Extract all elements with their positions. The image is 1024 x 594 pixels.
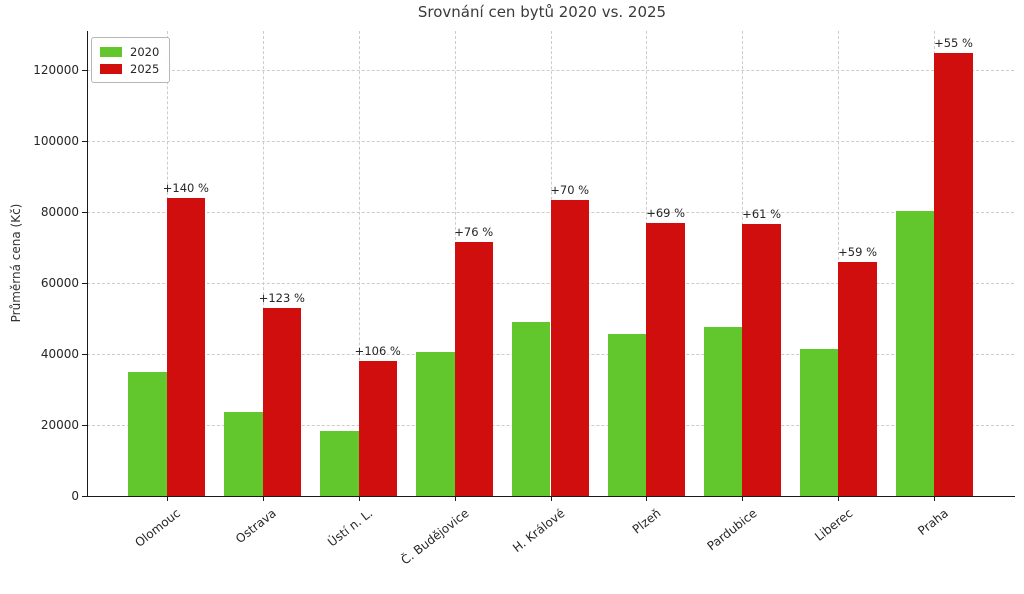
v-gridline [262,31,264,496]
bar-2025-8 [838,262,877,496]
bar-2020-1 [128,371,167,496]
y-tick-label: 60000 [40,276,79,291]
bar-2025-6 [646,223,685,496]
x-tick-label-1: Olomouc [132,506,184,550]
bar-2020-9 [895,210,935,496]
y-tick-label: 120000 [33,63,79,78]
y-tick-label: 0 [71,489,79,503]
annotation-pct-8: +59 % [838,245,878,260]
bar-2020-7 [704,327,743,496]
bar-2020-2 [224,411,263,496]
y-tick-label: 80000 [40,205,79,220]
x-tick-mark [358,497,360,501]
legend-swatch-2020 [100,46,122,57]
bar-2025-9 [934,53,973,496]
legend-label-2025: 2025 [130,61,160,76]
legend-swatch-2025 [100,63,122,74]
x-tick-mark [550,497,552,501]
x-tick-mark [262,497,264,501]
x-tick-label-9: Praha [915,506,951,539]
v-gridline [358,31,360,496]
bar-2020-3 [320,430,359,496]
x-tick-label-2: Ostrava [233,506,280,547]
bar-2025-2 [262,308,301,496]
x-tick-mark [934,497,936,501]
bar-2025-1 [166,197,206,496]
y-axis-label: Průměrná cena (Kč) [9,203,23,323]
y-tick-label: 100000 [33,134,79,149]
y-tick-mark [82,496,87,497]
x-tick-label-3: Ústí n. L. [325,506,376,550]
bar-2025-4 [454,241,493,496]
annotation-pct-1: +140 % [162,180,209,195]
legend-item-2020: 2020 [100,43,159,60]
x-tick-mark [646,497,648,501]
annotation-pct-2: +123 % [258,291,305,306]
annotation-pct-7: +61 % [742,207,782,222]
annotation-pct-5: +70 % [550,183,590,198]
y-tick-mark [82,70,87,72]
x-tick-label-5: H. Králové [509,506,568,556]
x-tick-mark [166,497,168,501]
annotation-pct-3: +106 % [354,344,401,359]
x-tick-label-4: Č. Budějovice [397,506,472,568]
legend-label-2020: 2020 [130,44,160,59]
y-tick-mark [82,283,87,285]
chart-title: Srovnání cen bytů 2020 vs. 2025 [417,3,667,21]
bar-2025-5 [550,200,589,496]
legend-item-2025: 2025 [100,60,159,77]
y-axis-spine [87,31,88,497]
x-axis-spine [87,496,1015,497]
bar-2020-8 [800,349,839,496]
bar-2020-4 [416,351,455,496]
legend: 2020 2025 [91,37,171,83]
bar-2025-7 [742,224,781,496]
annotation-pct-6: +69 % [646,206,686,221]
y-tick-label: 20000 [40,418,79,432]
x-tick-mark [838,497,840,501]
y-tick-mark [82,212,87,214]
y-tick-mark [82,425,87,426]
annotation-pct-9: +55 % [934,36,973,51]
y-tick-label: 40000 [40,347,79,361]
bar-2020-5 [512,322,551,496]
plot-area: +140 % +123 % +106 % +76 % +70 % +69 % +61 % +5… [87,31,1014,496]
annotation-pct-4: +76 % [454,224,494,239]
y-tick-mark [82,141,87,143]
bar-2025-3 [358,361,397,496]
x-tick-label-7: Pardubice [703,506,760,554]
x-tick-label-6: Plzeň [629,506,664,537]
x-tick-mark [742,497,744,501]
x-tick-label-8: Liberec [811,506,856,544]
y-tick-mark [82,354,87,355]
x-tick-mark [454,497,456,501]
bar-2020-6 [608,334,647,496]
